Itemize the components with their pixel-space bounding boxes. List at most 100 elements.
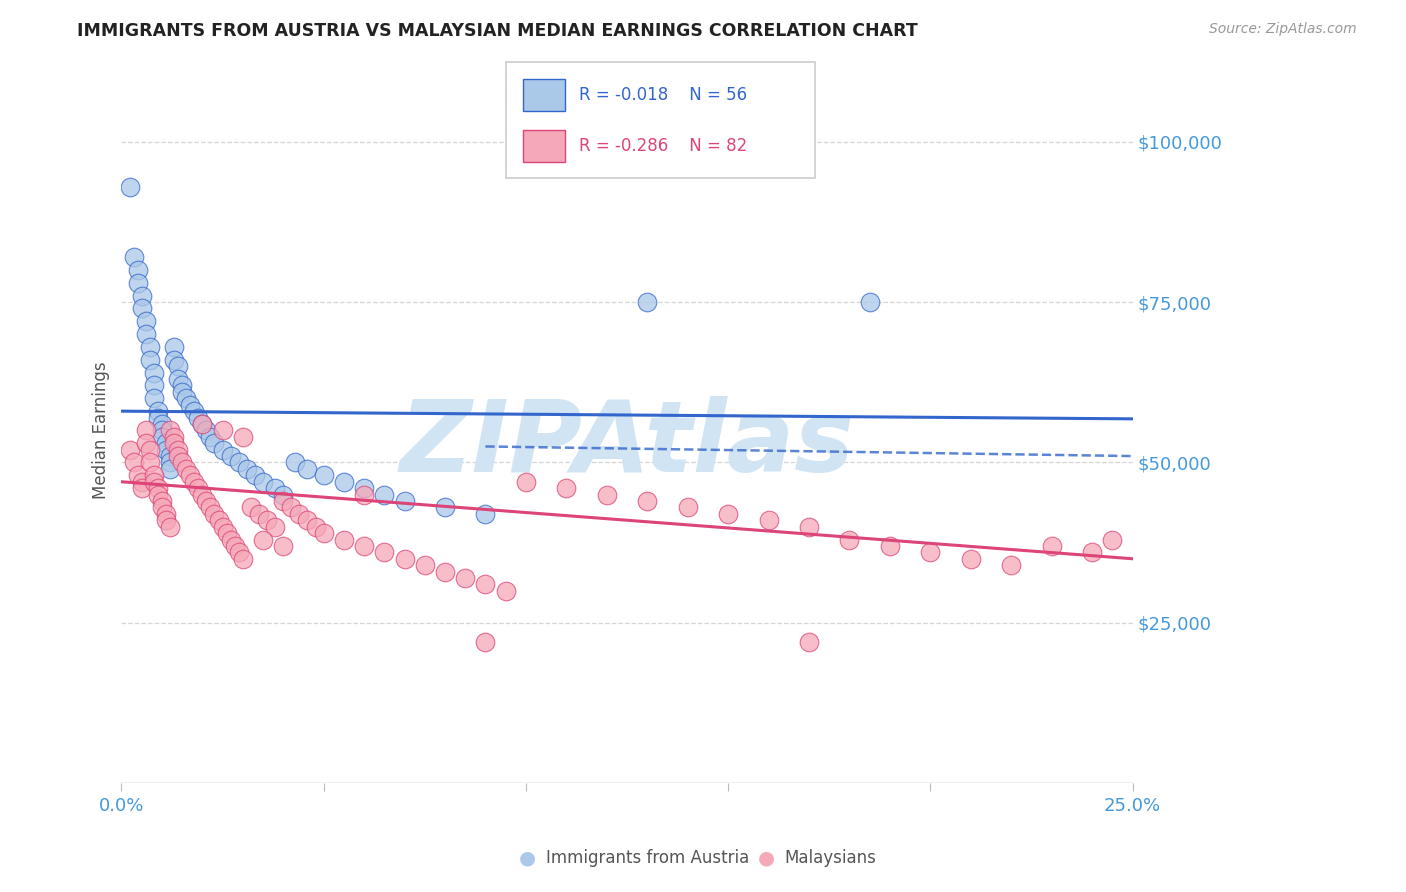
Point	[433, 565, 456, 579]
Point	[163, 340, 186, 354]
Point	[271, 494, 294, 508]
Point	[155, 513, 177, 527]
Point	[127, 263, 149, 277]
Point	[297, 462, 319, 476]
Point	[297, 513, 319, 527]
Point	[758, 513, 780, 527]
Point	[167, 372, 190, 386]
Point	[127, 276, 149, 290]
Point	[636, 494, 658, 508]
Point	[252, 475, 274, 489]
Point	[219, 533, 242, 547]
Point	[247, 507, 270, 521]
Point	[191, 487, 214, 501]
Point	[172, 378, 194, 392]
Point	[239, 500, 262, 515]
Point	[204, 436, 226, 450]
Point	[1040, 539, 1063, 553]
Text: Immigrants from Austria: Immigrants from Austria	[546, 849, 749, 867]
Point	[312, 468, 335, 483]
Point	[353, 481, 375, 495]
Point	[139, 442, 162, 457]
Point	[146, 481, 169, 495]
Text: Malaysians: Malaysians	[785, 849, 876, 867]
Point	[228, 545, 250, 559]
Point	[495, 583, 517, 598]
Point	[142, 366, 165, 380]
Point	[284, 455, 307, 469]
Point	[252, 533, 274, 547]
Point	[135, 314, 157, 328]
Point	[676, 500, 699, 515]
Point	[474, 635, 496, 649]
Point	[155, 436, 177, 450]
Point	[183, 475, 205, 489]
Point	[172, 384, 194, 399]
Point	[288, 507, 311, 521]
Text: R = -0.018    N = 56: R = -0.018 N = 56	[579, 86, 748, 103]
Point	[879, 539, 901, 553]
Point	[159, 519, 181, 533]
Point	[135, 327, 157, 342]
Point	[394, 494, 416, 508]
Point	[636, 295, 658, 310]
Point	[179, 468, 201, 483]
Point	[159, 424, 181, 438]
Text: ●: ●	[758, 848, 775, 868]
Point	[717, 507, 740, 521]
Point	[207, 513, 229, 527]
Point	[167, 449, 190, 463]
Point	[146, 487, 169, 501]
Point	[219, 449, 242, 463]
Point	[555, 481, 578, 495]
Point	[135, 436, 157, 450]
Point	[373, 545, 395, 559]
Point	[413, 558, 436, 573]
Point	[183, 404, 205, 418]
Point	[135, 424, 157, 438]
Point	[172, 455, 194, 469]
Point	[187, 481, 209, 495]
Point	[232, 551, 254, 566]
Point	[373, 487, 395, 501]
Point	[167, 359, 190, 374]
Point	[256, 513, 278, 527]
Point	[236, 462, 259, 476]
Text: Source: ZipAtlas.com: Source: ZipAtlas.com	[1209, 22, 1357, 37]
Point	[264, 481, 287, 495]
Point	[174, 462, 197, 476]
Point	[159, 462, 181, 476]
Point	[139, 352, 162, 367]
Point	[155, 507, 177, 521]
Point	[139, 455, 162, 469]
Point	[150, 417, 173, 431]
Point	[150, 424, 173, 438]
Point	[204, 507, 226, 521]
Point	[228, 455, 250, 469]
Point	[797, 519, 820, 533]
Point	[131, 475, 153, 489]
Point	[163, 436, 186, 450]
Point	[1101, 533, 1123, 547]
Point	[150, 430, 173, 444]
Point	[215, 526, 238, 541]
Point	[200, 430, 222, 444]
Point	[271, 487, 294, 501]
Point	[150, 494, 173, 508]
Point	[797, 635, 820, 649]
Point	[127, 468, 149, 483]
Point	[131, 288, 153, 302]
Point	[159, 449, 181, 463]
Point	[353, 539, 375, 553]
Point	[838, 533, 860, 547]
Point	[353, 487, 375, 501]
Point	[920, 545, 942, 559]
Point	[150, 500, 173, 515]
Point	[200, 500, 222, 515]
Point	[155, 442, 177, 457]
Point	[859, 295, 882, 310]
Point	[211, 442, 233, 457]
Point	[191, 417, 214, 431]
Point	[454, 571, 477, 585]
Point	[167, 442, 190, 457]
